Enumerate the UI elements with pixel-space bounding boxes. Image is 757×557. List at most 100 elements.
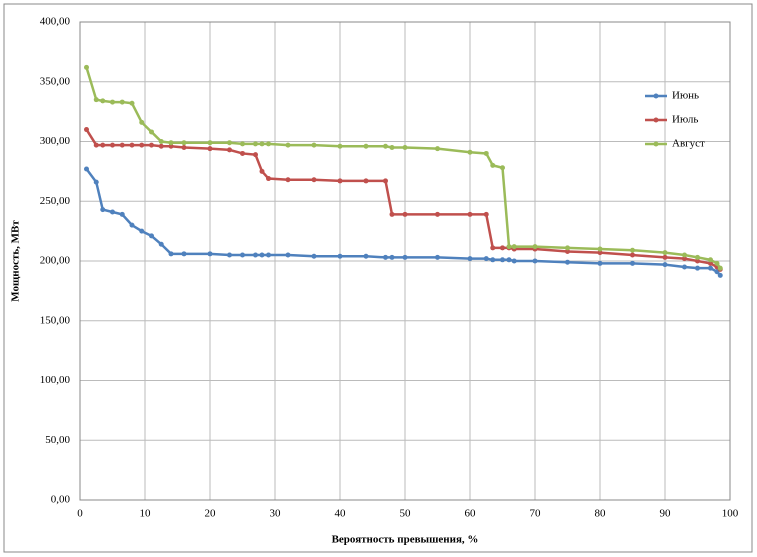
data-point bbox=[500, 165, 505, 171]
y-axis-label: Мощность, МВт bbox=[10, 220, 22, 302]
data-point bbox=[662, 250, 668, 256]
data-point bbox=[139, 119, 145, 125]
data-point bbox=[240, 141, 245, 147]
data-point bbox=[337, 253, 343, 259]
y-tick-label: 100,00 bbox=[40, 374, 71, 386]
data-point bbox=[363, 253, 369, 259]
data-point bbox=[708, 257, 713, 263]
data-point bbox=[240, 150, 245, 156]
y-tick-label: 50,00 bbox=[45, 434, 70, 446]
data-point bbox=[259, 252, 265, 258]
x-tick-label: 0 bbox=[77, 508, 83, 520]
x-tick-label: 40 bbox=[335, 508, 347, 520]
data-point bbox=[490, 245, 496, 251]
data-point bbox=[483, 211, 489, 217]
data-point bbox=[168, 251, 174, 257]
data-point bbox=[266, 141, 271, 147]
data-point bbox=[695, 265, 700, 271]
data-point bbox=[285, 142, 291, 148]
data-point bbox=[662, 262, 668, 268]
data-point bbox=[100, 207, 106, 213]
data-point bbox=[511, 258, 517, 264]
legend-marker bbox=[653, 117, 659, 123]
data-point bbox=[253, 252, 258, 258]
data-point bbox=[253, 152, 258, 158]
x-tick-label: 50 bbox=[400, 508, 412, 520]
data-point bbox=[139, 228, 145, 234]
data-point bbox=[714, 260, 720, 266]
x-tick-label: 80 bbox=[595, 508, 607, 520]
data-point bbox=[149, 129, 154, 135]
legend-label: Июль bbox=[672, 114, 698, 126]
data-point bbox=[207, 146, 213, 152]
data-point bbox=[158, 143, 164, 149]
data-point bbox=[84, 64, 89, 70]
data-point bbox=[483, 150, 489, 156]
data-point bbox=[389, 254, 395, 260]
data-point bbox=[389, 144, 395, 150]
data-point bbox=[532, 258, 538, 264]
data-point bbox=[100, 98, 106, 104]
x-tick-label: 10 bbox=[140, 508, 152, 520]
data-point bbox=[500, 257, 505, 263]
data-point bbox=[506, 244, 512, 250]
data-point bbox=[119, 211, 125, 217]
legend-marker bbox=[653, 141, 659, 147]
data-point bbox=[506, 257, 512, 263]
data-point bbox=[565, 245, 570, 251]
chart-frame bbox=[3, 3, 753, 553]
data-point bbox=[149, 142, 154, 148]
data-point bbox=[119, 142, 125, 148]
data-point bbox=[93, 179, 99, 185]
data-point bbox=[435, 211, 440, 217]
legend-label: Июнь bbox=[672, 90, 699, 102]
data-point bbox=[100, 142, 106, 148]
data-point bbox=[181, 144, 187, 150]
x-tick-label: 30 bbox=[270, 508, 282, 520]
data-point bbox=[84, 127, 89, 133]
data-point bbox=[695, 254, 700, 260]
y-tick-label: 300,00 bbox=[40, 135, 71, 147]
data-point bbox=[597, 246, 603, 252]
data-point bbox=[662, 254, 668, 260]
data-point bbox=[565, 248, 570, 254]
data-point bbox=[285, 177, 291, 183]
data-point bbox=[266, 176, 271, 182]
data-point bbox=[227, 147, 232, 153]
y-tick-label: 250,00 bbox=[40, 195, 71, 207]
data-point bbox=[383, 254, 388, 260]
legend-marker bbox=[653, 93, 659, 99]
data-point bbox=[500, 245, 505, 251]
data-point bbox=[266, 252, 271, 258]
x-tick-label: 90 bbox=[660, 508, 672, 520]
data-point bbox=[93, 97, 99, 103]
data-point bbox=[630, 247, 635, 253]
data-point bbox=[259, 141, 265, 147]
data-point bbox=[158, 241, 164, 247]
data-point bbox=[110, 142, 115, 148]
data-point bbox=[168, 140, 174, 146]
data-point bbox=[682, 264, 687, 270]
data-point bbox=[227, 252, 232, 258]
data-point bbox=[682, 252, 687, 258]
data-point bbox=[363, 178, 369, 184]
data-point bbox=[597, 250, 603, 256]
data-point bbox=[467, 149, 473, 155]
data-point bbox=[383, 178, 388, 184]
data-point bbox=[708, 265, 713, 271]
y-tick-label: 200,00 bbox=[40, 255, 71, 267]
x-tick-label: 60 bbox=[465, 508, 477, 520]
data-point bbox=[402, 211, 408, 217]
data-point bbox=[717, 272, 723, 278]
data-point bbox=[110, 209, 115, 215]
plot-border bbox=[79, 21, 731, 501]
data-point bbox=[708, 260, 713, 266]
data-point bbox=[110, 99, 115, 105]
x-axis-label: Вероятность превышения, % bbox=[332, 534, 479, 546]
x-tick-label: 20 bbox=[205, 508, 217, 520]
legend-label: Август bbox=[672, 138, 705, 150]
data-point bbox=[285, 252, 291, 258]
data-point bbox=[311, 253, 317, 259]
data-point bbox=[389, 211, 395, 217]
